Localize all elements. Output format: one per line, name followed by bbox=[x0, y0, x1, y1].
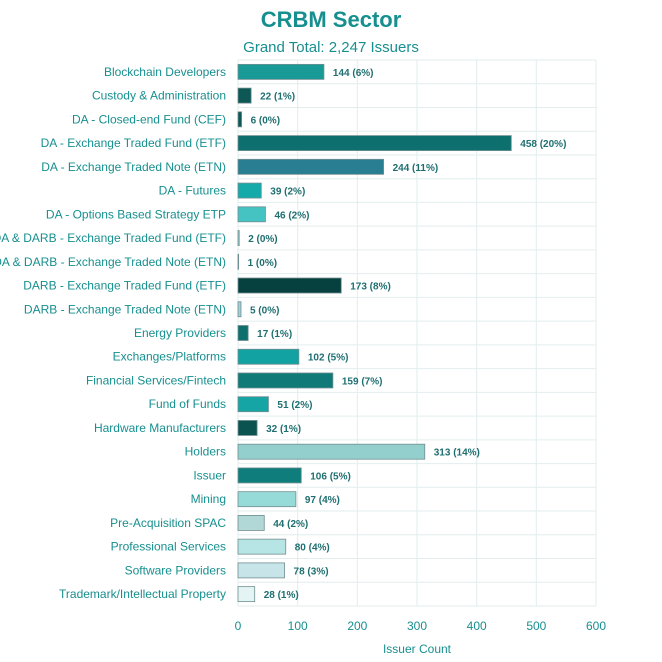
category-label: Fund of Funds bbox=[149, 397, 226, 411]
x-tick-label: 200 bbox=[347, 619, 367, 633]
bar bbox=[237, 396, 269, 413]
data-label: 78 (3%) bbox=[294, 566, 329, 577]
data-label: 46 (2%) bbox=[274, 210, 309, 221]
bar bbox=[237, 586, 256, 603]
bar bbox=[237, 562, 285, 579]
x-tick-label: 600 bbox=[586, 619, 606, 633]
category-label: DA - Exchange Traded Fund (ETF) bbox=[41, 136, 226, 150]
bar bbox=[237, 325, 249, 341]
data-label: 51 (2%) bbox=[277, 400, 312, 411]
category-label: Exchanges/Platforms bbox=[113, 350, 226, 364]
data-label: 28 (1%) bbox=[264, 590, 299, 601]
bar bbox=[237, 467, 302, 484]
bar bbox=[237, 63, 325, 80]
bar bbox=[237, 348, 300, 365]
x-tick-label: 300 bbox=[407, 619, 427, 633]
x-axis-label: Issuer Count bbox=[383, 642, 452, 656]
data-label: 458 (20%) bbox=[520, 139, 566, 150]
data-label: 5 (0%) bbox=[250, 305, 279, 316]
data-label: 173 (8%) bbox=[350, 282, 391, 293]
category-label: DA & DARB - Exchange Traded Note (ETN) bbox=[0, 255, 226, 269]
category-label: Custody & Administration bbox=[92, 89, 226, 103]
bar bbox=[237, 111, 242, 128]
category-label: DA - Futures bbox=[159, 184, 226, 198]
x-tick-label: 500 bbox=[526, 619, 546, 633]
bar bbox=[237, 515, 265, 531]
data-label: 17 (1%) bbox=[257, 329, 292, 340]
data-label: 44 (2%) bbox=[273, 519, 308, 530]
category-label: DA - Options Based Strategy ETP bbox=[46, 207, 226, 221]
bar bbox=[237, 491, 297, 508]
category-label: Energy Providers bbox=[134, 326, 226, 340]
category-label: Holders bbox=[185, 445, 226, 459]
bar bbox=[237, 538, 287, 555]
x-tick-label: 100 bbox=[288, 619, 308, 633]
chart-title: CRBM Sector bbox=[261, 7, 402, 32]
x-tick-labels: 0 100 200 300 400 500 600 bbox=[235, 619, 607, 633]
category-label: Pre-Acquisition SPAC bbox=[110, 516, 226, 530]
data-label: 144 (6%) bbox=[333, 68, 374, 79]
data-label: 97 (4%) bbox=[305, 495, 340, 506]
data-label: 313 (14%) bbox=[434, 448, 480, 459]
data-label: 1 (0%) bbox=[248, 258, 277, 269]
bar bbox=[237, 443, 426, 460]
bar bbox=[237, 87, 252, 104]
bar bbox=[237, 253, 240, 270]
data-label: 39 (2%) bbox=[270, 187, 305, 198]
bar bbox=[237, 135, 512, 151]
data-label: 102 (5%) bbox=[308, 353, 349, 364]
category-label: Issuer bbox=[193, 468, 226, 482]
bar bbox=[237, 372, 334, 389]
data-label: 244 (11%) bbox=[393, 163, 439, 174]
category-label: DA - Closed-end Fund (CEF) bbox=[72, 112, 226, 126]
category-label: DA & DARB - Exchange Traded Fund (ETF) bbox=[0, 231, 226, 245]
bar bbox=[237, 301, 242, 318]
bar bbox=[237, 230, 240, 246]
category-label: Financial Services/Fintech bbox=[86, 373, 226, 387]
category-label: Blockchain Developers bbox=[104, 65, 226, 79]
data-label: 32 (1%) bbox=[266, 424, 301, 435]
category-label: Trademark/Intellectual Property bbox=[59, 587, 226, 601]
bar bbox=[237, 182, 262, 199]
data-label: 2 (0%) bbox=[248, 234, 277, 245]
data-label: 22 (1%) bbox=[260, 92, 295, 103]
bar bbox=[237, 158, 384, 175]
chart-subtitle: Grand Total: 2,247 Issuers bbox=[243, 39, 419, 56]
bar bbox=[237, 206, 266, 223]
data-label: 80 (4%) bbox=[295, 543, 330, 554]
category-label: DARB - Exchange Traded Fund (ETF) bbox=[23, 279, 226, 293]
category-label: Professional Services bbox=[111, 540, 226, 554]
data-label: 159 (7%) bbox=[342, 376, 383, 387]
category-labels: Blockchain Developers Custody & Administr… bbox=[0, 65, 226, 601]
bars bbox=[237, 63, 512, 603]
data-labels: 144 (6%) 22 (1%) 6 (0%) 458 (20%) 244 (11%) 3… bbox=[248, 68, 567, 601]
category-label: Mining bbox=[191, 492, 226, 506]
data-label: 6 (0%) bbox=[251, 115, 280, 126]
bar bbox=[237, 277, 342, 294]
category-label: Hardware Manufacturers bbox=[94, 421, 226, 435]
x-tick-label: 0 bbox=[235, 619, 242, 633]
data-label: 106 (5%) bbox=[310, 471, 351, 482]
bar bbox=[237, 420, 258, 436]
category-label: DARB - Exchange Traded Note (ETN) bbox=[24, 302, 226, 316]
gridlines bbox=[237, 59, 597, 607]
category-label: DA - Exchange Traded Note (ETN) bbox=[41, 160, 226, 174]
category-label: Software Providers bbox=[125, 563, 226, 577]
x-tick-label: 400 bbox=[467, 619, 487, 633]
